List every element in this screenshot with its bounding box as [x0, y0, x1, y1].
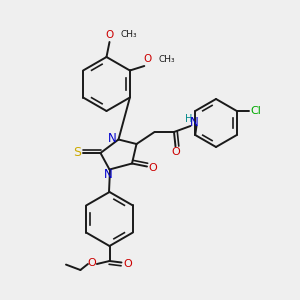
Text: O: O: [87, 258, 96, 268]
Text: O: O: [171, 147, 180, 158]
Text: N: N: [103, 168, 112, 182]
Text: O: O: [144, 54, 152, 64]
Text: N: N: [190, 116, 199, 129]
Text: O: O: [123, 259, 132, 269]
Text: Cl: Cl: [250, 106, 261, 116]
Text: N: N: [107, 132, 116, 145]
Text: S: S: [73, 146, 81, 160]
Text: O: O: [148, 163, 158, 173]
Text: CH₃: CH₃: [121, 30, 137, 39]
Text: O: O: [105, 29, 114, 40]
Text: H: H: [185, 114, 193, 124]
Text: CH₃: CH₃: [159, 55, 175, 64]
